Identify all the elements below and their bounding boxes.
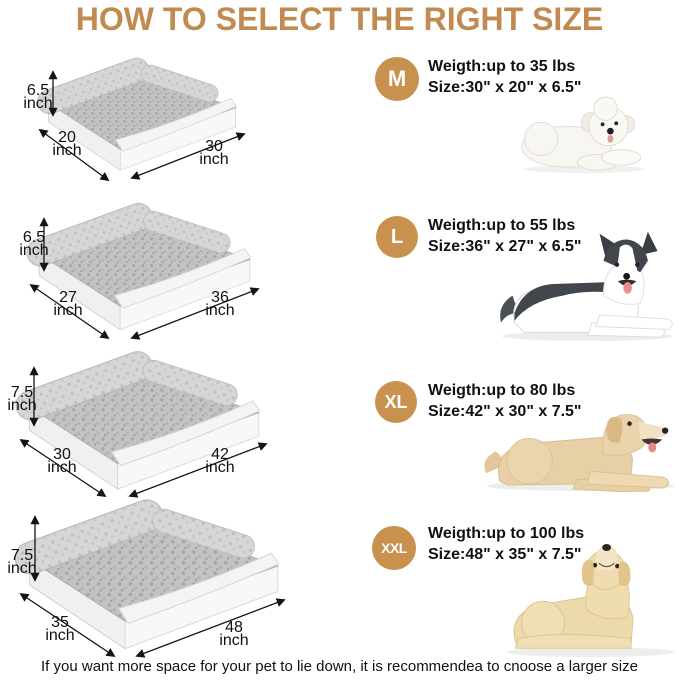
bichon-frise-white-dog bbox=[521, 96, 645, 174]
size-badge-l: L bbox=[376, 216, 418, 258]
page-title: HOW TO SELECT THE RIGHT SIZE bbox=[75, 1, 604, 37]
size-text: Size:30" x 20" x 6.5" bbox=[428, 79, 582, 96]
dimension-depth-label: 20 inch bbox=[52, 129, 82, 159]
dimension-depth-label: 27 inch bbox=[53, 289, 83, 319]
size-spec-xxl: Weigth:up to 100 lbs Size:48" x 35" x 7.… bbox=[428, 523, 584, 565]
dimension-depth-label: 35 inch bbox=[45, 614, 75, 644]
size-badge-xl: XL bbox=[375, 381, 417, 423]
dimension-width-label: 42 inch bbox=[205, 446, 235, 476]
weight-text: Weigth:up to 80 lbs bbox=[428, 382, 576, 399]
size-text: Size:48" x 35" x 7.5" bbox=[428, 546, 582, 563]
pet-bed-illustration-xxl bbox=[10, 495, 286, 658]
size-spec-m: Weigth:up to 35 lbs Size:30" x 20" x 6.5… bbox=[428, 56, 582, 98]
width-arrow bbox=[135, 598, 286, 658]
pet-bed-illustration-xl bbox=[11, 347, 268, 498]
pet-bed-illustration-l bbox=[22, 199, 260, 340]
dimension-height-label: 7.5 inch bbox=[7, 547, 37, 577]
dimension-height-label: 6.5 inch bbox=[19, 229, 49, 259]
weight-text: Weigth:up to 55 lbs bbox=[428, 217, 576, 234]
width-arrow bbox=[130, 132, 246, 180]
width-arrow bbox=[128, 442, 268, 498]
depth-arrow bbox=[29, 283, 110, 340]
dimension-height-label: 6.5 inch bbox=[23, 82, 53, 112]
size-badge-xxl: XXL bbox=[372, 526, 416, 570]
dimension-width-label: 30 inch bbox=[199, 138, 229, 168]
size-badge-m: M bbox=[375, 57, 419, 101]
siberian-husky-dog bbox=[499, 231, 673, 342]
footer-note: If you want more space for your pet to l… bbox=[41, 658, 638, 675]
depth-arrow bbox=[19, 438, 107, 498]
dimension-width-label: 36 inch bbox=[205, 289, 235, 319]
size-spec-xl: Weigth:up to 80 lbs Size:42" x 30" x 7.5… bbox=[428, 380, 582, 422]
size-text: Size:42" x 30" x 7.5" bbox=[428, 403, 582, 420]
dimension-height-label: 7.5 inch bbox=[7, 384, 37, 414]
yellow-labrador-dog bbox=[505, 543, 675, 658]
dimension-depth-label: 30 inch bbox=[47, 446, 77, 476]
dimension-width-label: 48 inch bbox=[219, 619, 249, 649]
pet-bed-illustration-m bbox=[33, 54, 246, 182]
size-text: Size:36" x 27" x 6.5" bbox=[428, 238, 582, 255]
depth-arrow bbox=[19, 592, 116, 658]
golden-retriever-dog bbox=[483, 414, 676, 492]
depth-arrow bbox=[38, 128, 110, 182]
size-spec-l: Weigth:up to 55 lbs Size:36" x 27" x 6.5… bbox=[428, 215, 582, 257]
weight-text: Weigth:up to 100 lbs bbox=[428, 525, 585, 542]
width-arrow bbox=[130, 287, 260, 340]
weight-text: Weigth:up to 35 lbs bbox=[428, 58, 576, 75]
